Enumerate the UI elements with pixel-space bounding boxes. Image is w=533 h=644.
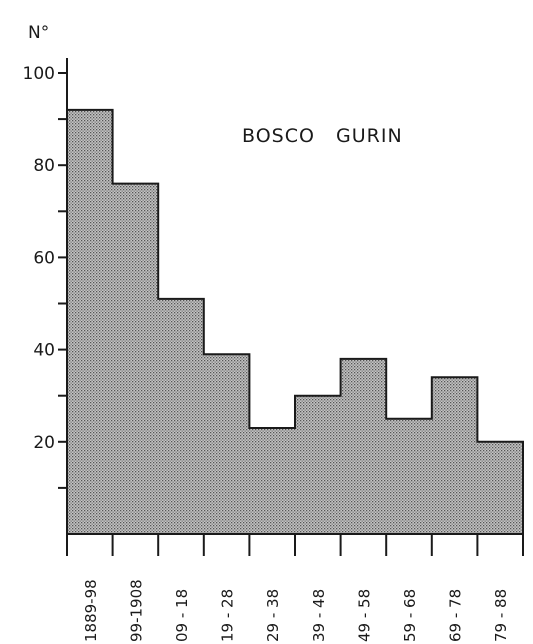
bar-29-38 (249, 427, 296, 534)
x-category-label: 59 - 68 (401, 589, 419, 642)
x-category-label: 39 - 48 (310, 589, 328, 642)
x-category-label: 79 - 88 (492, 589, 510, 642)
bar-19-28 (203, 354, 250, 534)
x-category-label: 09 - 18 (173, 589, 191, 642)
y-axis-label: N° (28, 23, 49, 43)
y-axis-ticks: 20 40 60 80 100 (23, 64, 67, 489)
x-axis-ticks: 1889-98 99-1908 09 - 18 19 - 28 29 - 38 39 - … (66, 534, 524, 642)
x-category-label: 69 - 78 (447, 589, 465, 642)
x-category-label: 99-1908 (127, 579, 145, 642)
x-category-label: 49 - 58 (355, 589, 373, 642)
y-tick-label: 60 (33, 248, 55, 268)
bar-1889-98 (67, 109, 114, 534)
histogram-outline (67, 108, 524, 534)
bar-49-58 (340, 358, 387, 534)
chart-title: BOSCO GURIN (242, 125, 403, 147)
y-tick-label: 40 (33, 341, 55, 361)
x-category-label: 19 - 28 (219, 589, 237, 642)
bar-59-68 (386, 418, 433, 534)
x-category-label: 29 - 38 (264, 589, 282, 642)
y-tick-label: 100 (23, 64, 55, 84)
x-category-label: 1889-98 (82, 579, 100, 642)
bar-39-48 (295, 395, 342, 534)
y-tick-label: 80 (33, 156, 55, 176)
y-tick-label: 20 (33, 433, 55, 453)
bar-79-88 (477, 441, 524, 534)
bar-99-1908 (112, 183, 159, 534)
bars (67, 109, 524, 534)
bar-09-18 (158, 298, 205, 534)
bar-69-78 (431, 377, 478, 534)
